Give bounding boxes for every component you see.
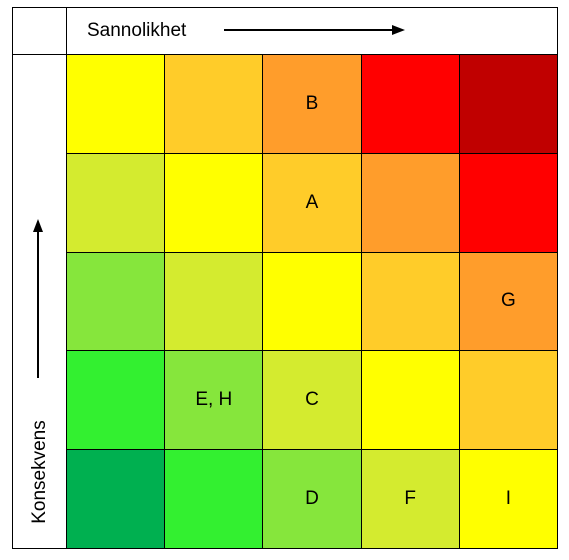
matrix-cell <box>67 351 166 451</box>
matrix-cell <box>459 153 558 253</box>
matrix-cell <box>361 252 460 352</box>
consequence-header <box>12 54 67 549</box>
matrix-cell <box>67 450 166 549</box>
matrix-cell: A <box>263 153 362 253</box>
matrix-cell: I <box>459 450 558 549</box>
matrix-cell <box>165 252 264 352</box>
matrix-cell <box>361 55 460 154</box>
matrix-cell <box>67 252 166 352</box>
matrix-cell <box>361 153 460 253</box>
probability-axis-label: Sannolikhet <box>87 20 187 41</box>
up-arrow-icon <box>33 219 43 378</box>
matrix-cell: E, H <box>165 351 264 451</box>
corner-cell <box>12 7 67 55</box>
matrix-cell: B <box>263 55 362 154</box>
matrix-cell <box>165 153 264 253</box>
matrix-cell: C <box>263 351 362 451</box>
matrix-cell <box>459 55 558 154</box>
matrix-cell: F <box>361 450 460 549</box>
matrix-cell <box>361 351 460 451</box>
matrix-cell <box>263 252 362 352</box>
matrix-cell <box>459 351 558 451</box>
matrix-cell <box>67 153 166 253</box>
matrix-cell <box>165 450 264 549</box>
right-arrow-icon <box>224 25 405 35</box>
matrix-cell: G <box>459 252 558 352</box>
matrix-cell: D <box>263 450 362 549</box>
consequence-axis-label: Konsekvens <box>29 420 50 524</box>
matrix-cell <box>67 55 166 154</box>
matrix-cell <box>165 55 264 154</box>
